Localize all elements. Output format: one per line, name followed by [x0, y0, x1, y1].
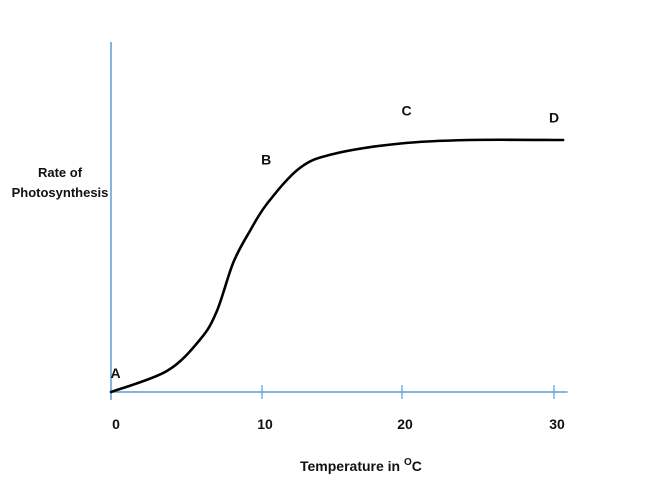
point-label-d: D	[549, 110, 559, 126]
x-tick-label: 0	[112, 416, 120, 432]
x-axis-label: Temperature in OC	[300, 457, 422, 474]
x-tick-label: 10	[257, 416, 273, 432]
x-tick-label: 30	[549, 416, 565, 432]
series-line	[109, 138, 565, 394]
point-label-b: B	[261, 152, 271, 168]
y-axis-label-line-2: Photosynthesis	[12, 185, 109, 200]
point-label-c: C	[401, 103, 411, 119]
point-label-a: A	[110, 365, 120, 381]
x-axis-label-superscript: O	[404, 457, 412, 468]
x-axis-label-text: Temperature in	[300, 458, 404, 474]
x-tick-label: 20	[397, 416, 413, 432]
y-axis-label-line-1: Rate of	[38, 165, 83, 180]
x-axis-label-unit: C	[412, 458, 422, 474]
